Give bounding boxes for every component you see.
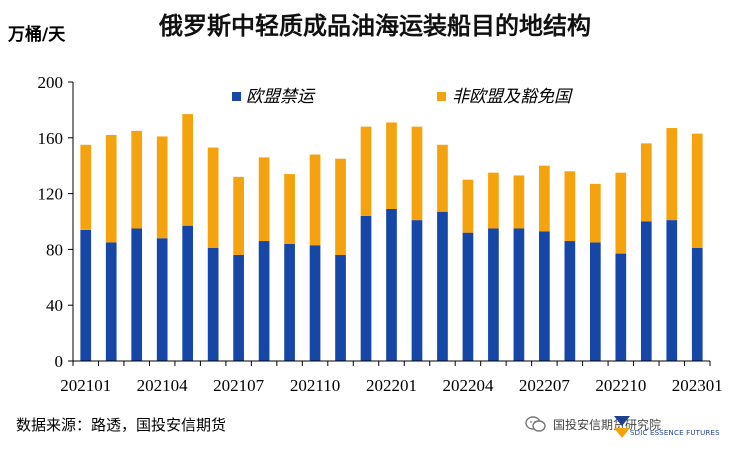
bar-non-eu-202108 [258,157,270,242]
bar-non-eu-202206 [513,175,525,229]
x-tick-label: 202204 [442,376,494,395]
x-axis: 202101 202104 202107 202110 202201 202204 2022… [60,361,723,395]
bar-eu-202110 [309,245,321,361]
bar-non-eu-202112 [360,126,372,216]
bar-eu-202105 [182,225,194,361]
bar-eu-202206 [513,228,525,361]
legend-swatch-non-eu [437,92,446,101]
bar-eu-202108 [258,241,270,361]
bar-non-eu-202110 [309,154,321,246]
watermark: 国投安信期货研究院 [525,406,661,442]
bar-eu-202101 [80,229,92,361]
x-tick-label: 202210 [595,376,646,395]
bar-eu-202205 [488,228,499,361]
bar-eu-202212 [666,220,678,361]
bar-eu-202207 [539,231,550,361]
bar-non-eu-202211 [640,143,652,222]
x-tick-label: 202110 [290,376,340,395]
y-axis: 0 40 80 120 160 200 [38,73,73,371]
y-tick-label: 160 [38,129,64,148]
bar-eu-202107 [233,254,244,361]
bars-group [80,114,703,361]
bar-non-eu-202203 [437,144,448,212]
chart-title: 俄罗斯中轻质成品油海运装船目的地结构 [159,11,591,40]
bar-eu-202106 [207,248,219,361]
bar-eu-202210 [615,253,627,361]
x-tick-label: 202207 [519,376,571,395]
bar-eu-202103 [131,228,143,361]
y-tick-label: 40 [46,296,63,315]
bar-eu-202111 [335,254,346,361]
bar-eu-202208 [564,241,576,361]
bar-non-eu-202107 [233,176,244,255]
bar-non-eu-202103 [131,130,143,229]
y-tick-label: 200 [38,73,64,92]
bar-non-eu-202102 [105,135,117,243]
logo-subtext: SDIC ESSENCE FUTURES [630,429,720,437]
bar-non-eu-202301 [691,133,703,249]
sdic-logo-icon [614,416,630,438]
y-tick-label: 120 [38,185,64,204]
bar-eu-202109 [284,243,295,361]
bar-non-eu-202111 [335,158,346,255]
bar-non-eu-202105 [182,114,194,226]
data-source-note: 数据来源：路透，国投安信期货 [16,416,227,434]
x-tick-label: 202104 [137,376,189,395]
bar-non-eu-202202 [411,126,423,221]
bar-non-eu-202205 [488,172,499,229]
bar-non-eu-202109 [284,174,295,244]
x-tick-label: 202201 [366,376,417,395]
bar-eu-202112 [360,215,372,361]
bar-non-eu-202201 [386,122,397,209]
bar-non-eu-202106 [207,147,219,249]
bar-eu-202104 [156,238,168,361]
watermark-text: 国投安信期货研究院 [553,417,662,432]
bar-eu-202209 [589,242,601,361]
bar-eu-202201 [386,208,397,361]
x-tick-label: 202107 [213,376,265,395]
bar-non-eu-202207 [539,165,550,232]
bar-non-eu-202210 [615,172,627,254]
bar-non-eu-202209 [589,183,601,243]
y-tick-label: 80 [46,240,63,259]
bar-eu-202102 [105,242,117,361]
bar-non-eu-202101 [80,144,92,230]
bar-eu-202203 [437,211,448,361]
bar-non-eu-202212 [666,128,678,221]
bar-eu-202301 [691,248,703,361]
y-axis-unit: 万桶/天 [8,25,66,45]
bar-non-eu-202208 [564,171,576,242]
bar-eu-202202 [411,220,423,361]
x-tick-label: 202301 [672,376,723,395]
x-tick-label: 202101 [60,376,111,395]
wechat-icon [525,416,546,432]
legend-label-non-eu: 非欧盟及豁免国 [452,87,573,107]
bar-eu-202204 [462,232,474,361]
legend: 欧盟禁运 非欧盟及豁免国 [232,87,573,107]
bar-non-eu-202204 [462,179,474,233]
bar-non-eu-202104 [156,136,168,239]
bar-eu-202211 [640,221,652,361]
y-tick-label: 0 [55,352,64,371]
legend-label-eu: 欧盟禁运 [246,87,316,107]
legend-swatch-eu [232,92,241,101]
